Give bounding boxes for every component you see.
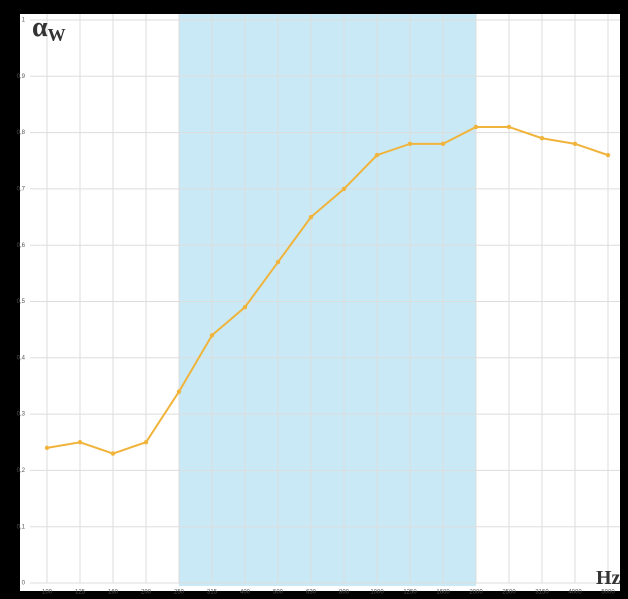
data-point (407, 141, 413, 147)
x-tick-label: 4000 (568, 590, 582, 596)
x-tick-label: 200 (141, 590, 152, 596)
x-tick-label: 3150 (535, 590, 549, 596)
x-tick-label: 1600 (436, 590, 450, 596)
data-point (242, 304, 248, 310)
data-point (341, 186, 347, 192)
y-axis-label: αW (32, 12, 66, 45)
x-tick-label: 400 (240, 590, 251, 596)
x-tick-label: 2000 (469, 590, 483, 596)
data-point (110, 451, 116, 456)
series-line (46, 125, 609, 455)
data-point (473, 124, 479, 130)
data-point (77, 440, 83, 445)
y-label-sub: W (48, 25, 66, 45)
y-tick-label: 0,4 (17, 355, 26, 361)
x-tick-label: 1250 (403, 590, 417, 596)
x-axis-label: Hz (596, 567, 621, 589)
data-point (605, 152, 611, 158)
highlight-band (179, 14, 476, 586)
y-tick-label: 0,1 (17, 524, 26, 530)
x-tick-label: 250 (174, 590, 185, 596)
data-point (209, 333, 215, 338)
data-point (572, 141, 578, 147)
data-point (374, 152, 380, 158)
y-tick-label: 0,3 (17, 412, 26, 418)
y-tick-label: 0,8 (17, 130, 26, 136)
y-tick-label: 0,2 (17, 468, 26, 474)
x-tick-label: 5000 (601, 590, 615, 596)
data-point (308, 214, 314, 220)
data-point (143, 440, 149, 445)
y-label-main: α (32, 12, 48, 43)
x-tick-label: 630 (306, 590, 317, 596)
x-tick-label: 1000 (370, 590, 384, 596)
x-tick-label: 2500 (502, 590, 516, 596)
data-point (275, 259, 281, 265)
x-tick-label: 315 (207, 590, 218, 596)
data-point (176, 389, 182, 394)
y-tick-label: 0,6 (17, 243, 26, 249)
x-tick-label: 100 (42, 590, 53, 596)
y-tick-label: 0,9 (17, 74, 26, 80)
x-tick-label: 125 (75, 590, 86, 596)
x-tick-label: 500 (273, 590, 284, 596)
data-point (440, 141, 446, 147)
data-point (44, 445, 50, 451)
y-tick-label: 0,5 (17, 299, 26, 305)
y-tick-label: 0,7 (17, 186, 26, 192)
data-point (506, 124, 512, 130)
y-tick-label: 1 (22, 18, 26, 24)
data-point (539, 136, 545, 141)
x-tick-label: 800 (339, 590, 350, 596)
y-tick-label: 0 (22, 581, 26, 587)
x-tick-label: 160 (108, 590, 119, 596)
